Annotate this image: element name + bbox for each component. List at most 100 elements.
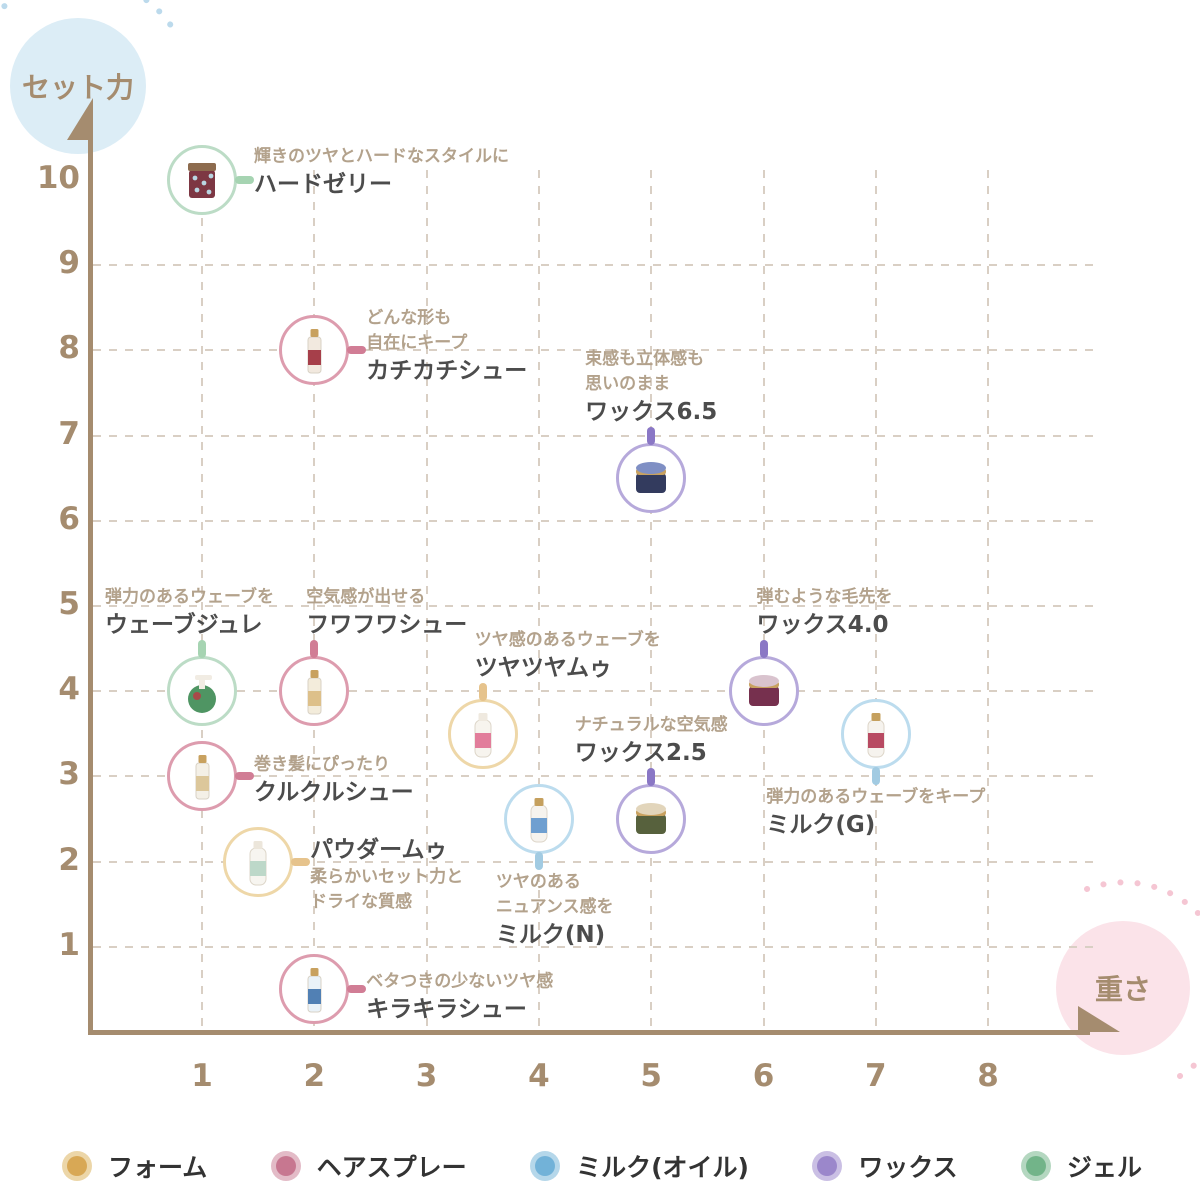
product-point [616,443,687,514]
y-tick-label: 5 [58,586,80,622]
tin-product-icon [748,675,779,707]
grid-line-vertical [650,170,653,1032]
product-label: ツヤ感のあるウェーブをツヤツヤムゥ [475,628,661,683]
grid-line-horizontal [93,945,1100,948]
grid-line-horizontal [93,690,1100,693]
x-axis-line [88,1030,1090,1035]
y-tick-label: 8 [58,330,80,367]
product-label: 弾力のあるウェーブをウェーブジュレ [105,585,274,640]
y-tick-label: 2 [58,841,80,878]
product-name: ワックス6.5 [585,399,718,426]
product-label: どんな形も 自在にキープ カチカチシュー [366,306,527,386]
product-tagline: 柔らかいセット力と [310,866,464,887]
product-name: ウェーブジュレ [105,612,263,639]
spray-product-icon [307,968,322,1013]
product-point [167,656,237,727]
legend-color-dot-inner [817,1156,838,1176]
product-tagline: 空気感が出せる [306,587,426,608]
product-tagline: ドライな質感 [310,891,413,912]
y-tick-label: 3 [58,756,80,793]
label-connector [347,346,367,355]
grid-line-horizontal [93,775,1100,778]
product-label: 巻き髪にぴったり クルクルシュー [254,753,414,808]
product-tagline: 弾力のあるウェーブを [105,587,274,608]
product-tagline: ツヤ感のあるウェーブを [474,629,661,650]
product-name: パウダームゥ [310,836,448,863]
product-point [279,954,350,1025]
product-point [167,741,237,812]
product-tagline: ナチュラルな空気感 [574,715,728,735]
legend-label: ミルク(オイル) [576,1153,749,1182]
product-name: ミルク(G) [766,811,876,838]
product-tagline: 弾力のあるウェーブをキープ [766,786,986,807]
product-tagline: ベタつきの少ないツヤ感 [366,971,554,992]
spray-product-icon [307,329,322,374]
y-tick-label: 1 [58,926,80,963]
product-point [223,826,294,897]
legend-item: ワックス [812,1148,958,1184]
product-tagline: 束感も立体感も [585,349,705,370]
bottle-product-icon [474,712,492,758]
legend-color-dot [530,1151,561,1181]
label-connector [759,640,768,659]
bottle-product-icon [867,712,885,758]
legend-color-dot [812,1151,843,1181]
legend-label: ヘアスプレー [316,1153,467,1182]
x-tick-label: 5 [640,1058,662,1094]
product-name: ツヤツヤムゥ [474,654,613,681]
product-name: ハードゼリー [254,171,392,198]
product-point [728,656,799,727]
product-label: ツヤのある ニュアンス感を ミルク(N) [496,870,614,950]
legend-label: フォーム [108,1153,208,1182]
label-connector [235,772,254,781]
legend-item: ミルク(オイル) [530,1148,749,1184]
legend-color-dot-inner [535,1156,556,1176]
grid-line-vertical [987,170,990,1032]
product-point [279,315,350,386]
label-connector [310,640,319,659]
y-tick-label: 9 [58,245,80,282]
grid-line-vertical [874,170,877,1032]
product-label: 束感も立体感も 思いのままワックス6.5 [585,347,717,427]
tin-product-icon [636,803,667,834]
product-name: カチカチシュー [366,358,528,385]
grid-line-horizontal [93,605,1100,607]
product-label: パウダームゥ柔らかいセット力と ドライな質感 [310,835,463,915]
product-label: 空気感が出せるフワフワシュー [306,585,467,640]
label-connector [291,857,311,866]
product-name: ミルク(N) [495,922,606,948]
spray-product-icon [307,670,322,715]
grid-line-vertical [313,170,316,1032]
pump-product-icon [188,675,216,714]
legend-item: ヘアスプレー [270,1148,467,1184]
product-tagline: 弾むような毛先を [756,587,893,608]
grid-line-vertical [425,170,428,1032]
label-connector [647,768,656,786]
label-connector [534,852,543,870]
product-label: 弾力のあるウェーブをキープミルク(G) [766,785,985,840]
legend-label: ジェル [1066,1153,1142,1182]
label-connector [871,766,880,785]
label-connector [478,682,487,701]
product-point [840,698,911,769]
legend-label: ワックス [858,1153,958,1182]
y-tick-label: 6 [58,500,80,537]
label-connector [647,427,656,446]
bottle-product-icon [249,840,267,886]
y-tick-label: 10 [36,160,80,196]
legend-color-dot-inner [1025,1156,1046,1176]
x-tick-label: 3 [415,1058,438,1094]
grid-line-vertical [201,170,203,1032]
legend-color-dot-inner [67,1156,87,1176]
product-label: 弾むような毛先を ワックス4.0 [757,585,893,640]
product-point [503,784,574,854]
product-label: ベタつきの少ないツヤ感 キラキラシュー [366,970,553,1025]
y-axis-label: セット力 [21,71,134,104]
product-name: ワックス2.5 [574,740,707,766]
legend-item: フォーム [62,1148,207,1184]
product-name: フワフワシュー [306,612,468,639]
x-tick-label: 6 [752,1058,775,1094]
product-tagline: 思いのまま [585,374,671,395]
product-point [616,784,687,854]
product-tagline: どんな形も [366,308,452,329]
